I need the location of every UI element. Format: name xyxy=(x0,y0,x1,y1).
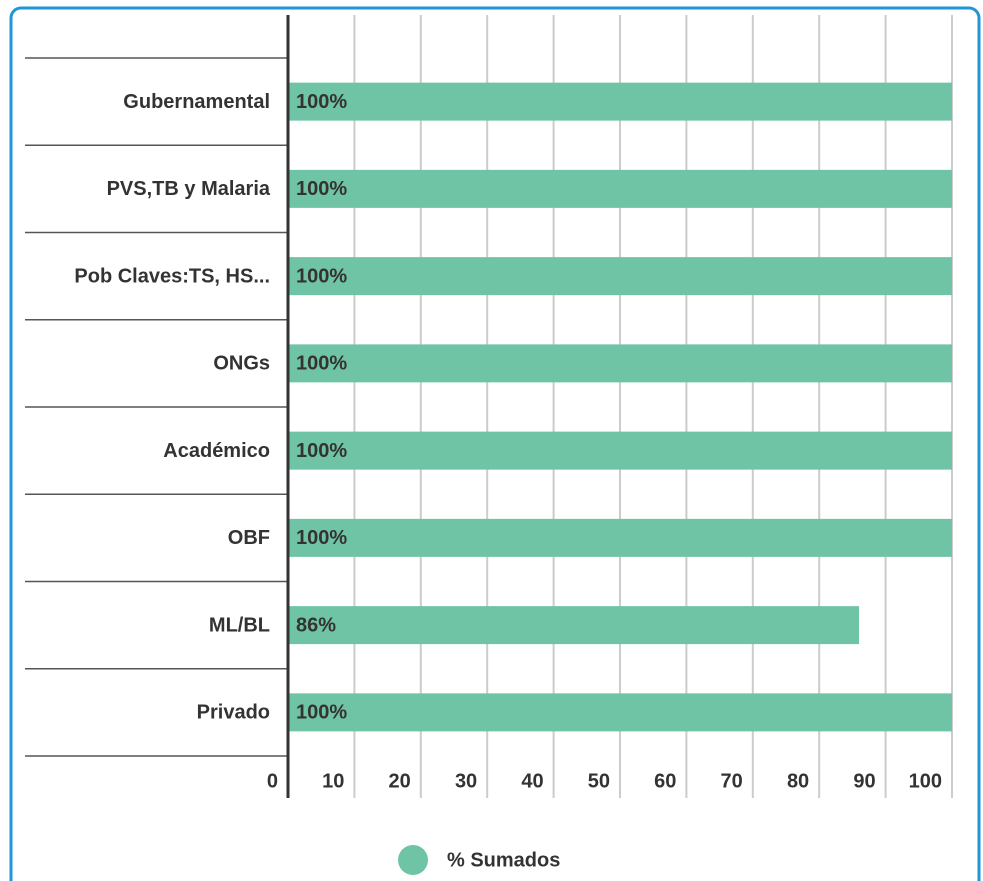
bar xyxy=(289,344,952,383)
value-label: 86% xyxy=(296,614,336,636)
x-tick-label: 50 xyxy=(588,770,610,792)
y-tick-label: Privado xyxy=(197,702,270,724)
value-label: 100% xyxy=(296,440,347,462)
value-label: 100% xyxy=(296,353,347,375)
x-tick-label: 20 xyxy=(389,770,411,792)
y-tick-label: Académico xyxy=(163,440,270,462)
value-label: 100% xyxy=(296,265,347,287)
value-label: 100% xyxy=(296,702,347,724)
value-label: 100% xyxy=(296,527,347,549)
bar xyxy=(289,518,952,557)
legend-swatch xyxy=(398,845,428,875)
y-tick-label: PVS,TB y Malaria xyxy=(107,178,271,200)
x-tick-label: 40 xyxy=(521,770,543,792)
bar xyxy=(289,606,860,645)
y-tick-label: Gubernamental xyxy=(123,91,270,113)
x-tick-label: 0 xyxy=(267,770,278,792)
x-tick-label: 10 xyxy=(322,770,344,792)
x-tick-label: 70 xyxy=(721,770,743,792)
value-label: 100% xyxy=(296,91,347,113)
y-tick-label: ONGs xyxy=(213,353,270,375)
x-tick-label: 90 xyxy=(853,770,875,792)
bar xyxy=(289,693,952,732)
legend-label: % Sumados xyxy=(447,849,560,871)
value-label: 100% xyxy=(296,178,347,200)
x-tick-label: 60 xyxy=(654,770,676,792)
x-tick-label: 80 xyxy=(787,770,809,792)
bar xyxy=(289,431,952,470)
x-tick-label: 100 xyxy=(909,770,942,792)
bar xyxy=(289,82,952,121)
x-tick-label: 30 xyxy=(455,770,477,792)
y-tick-label: OBF xyxy=(228,527,270,549)
bar xyxy=(289,257,952,296)
bar xyxy=(289,169,952,208)
y-tick-label: ML/BL xyxy=(209,614,270,636)
y-tick-label: Pob Claves:TS, HS... xyxy=(74,265,270,287)
